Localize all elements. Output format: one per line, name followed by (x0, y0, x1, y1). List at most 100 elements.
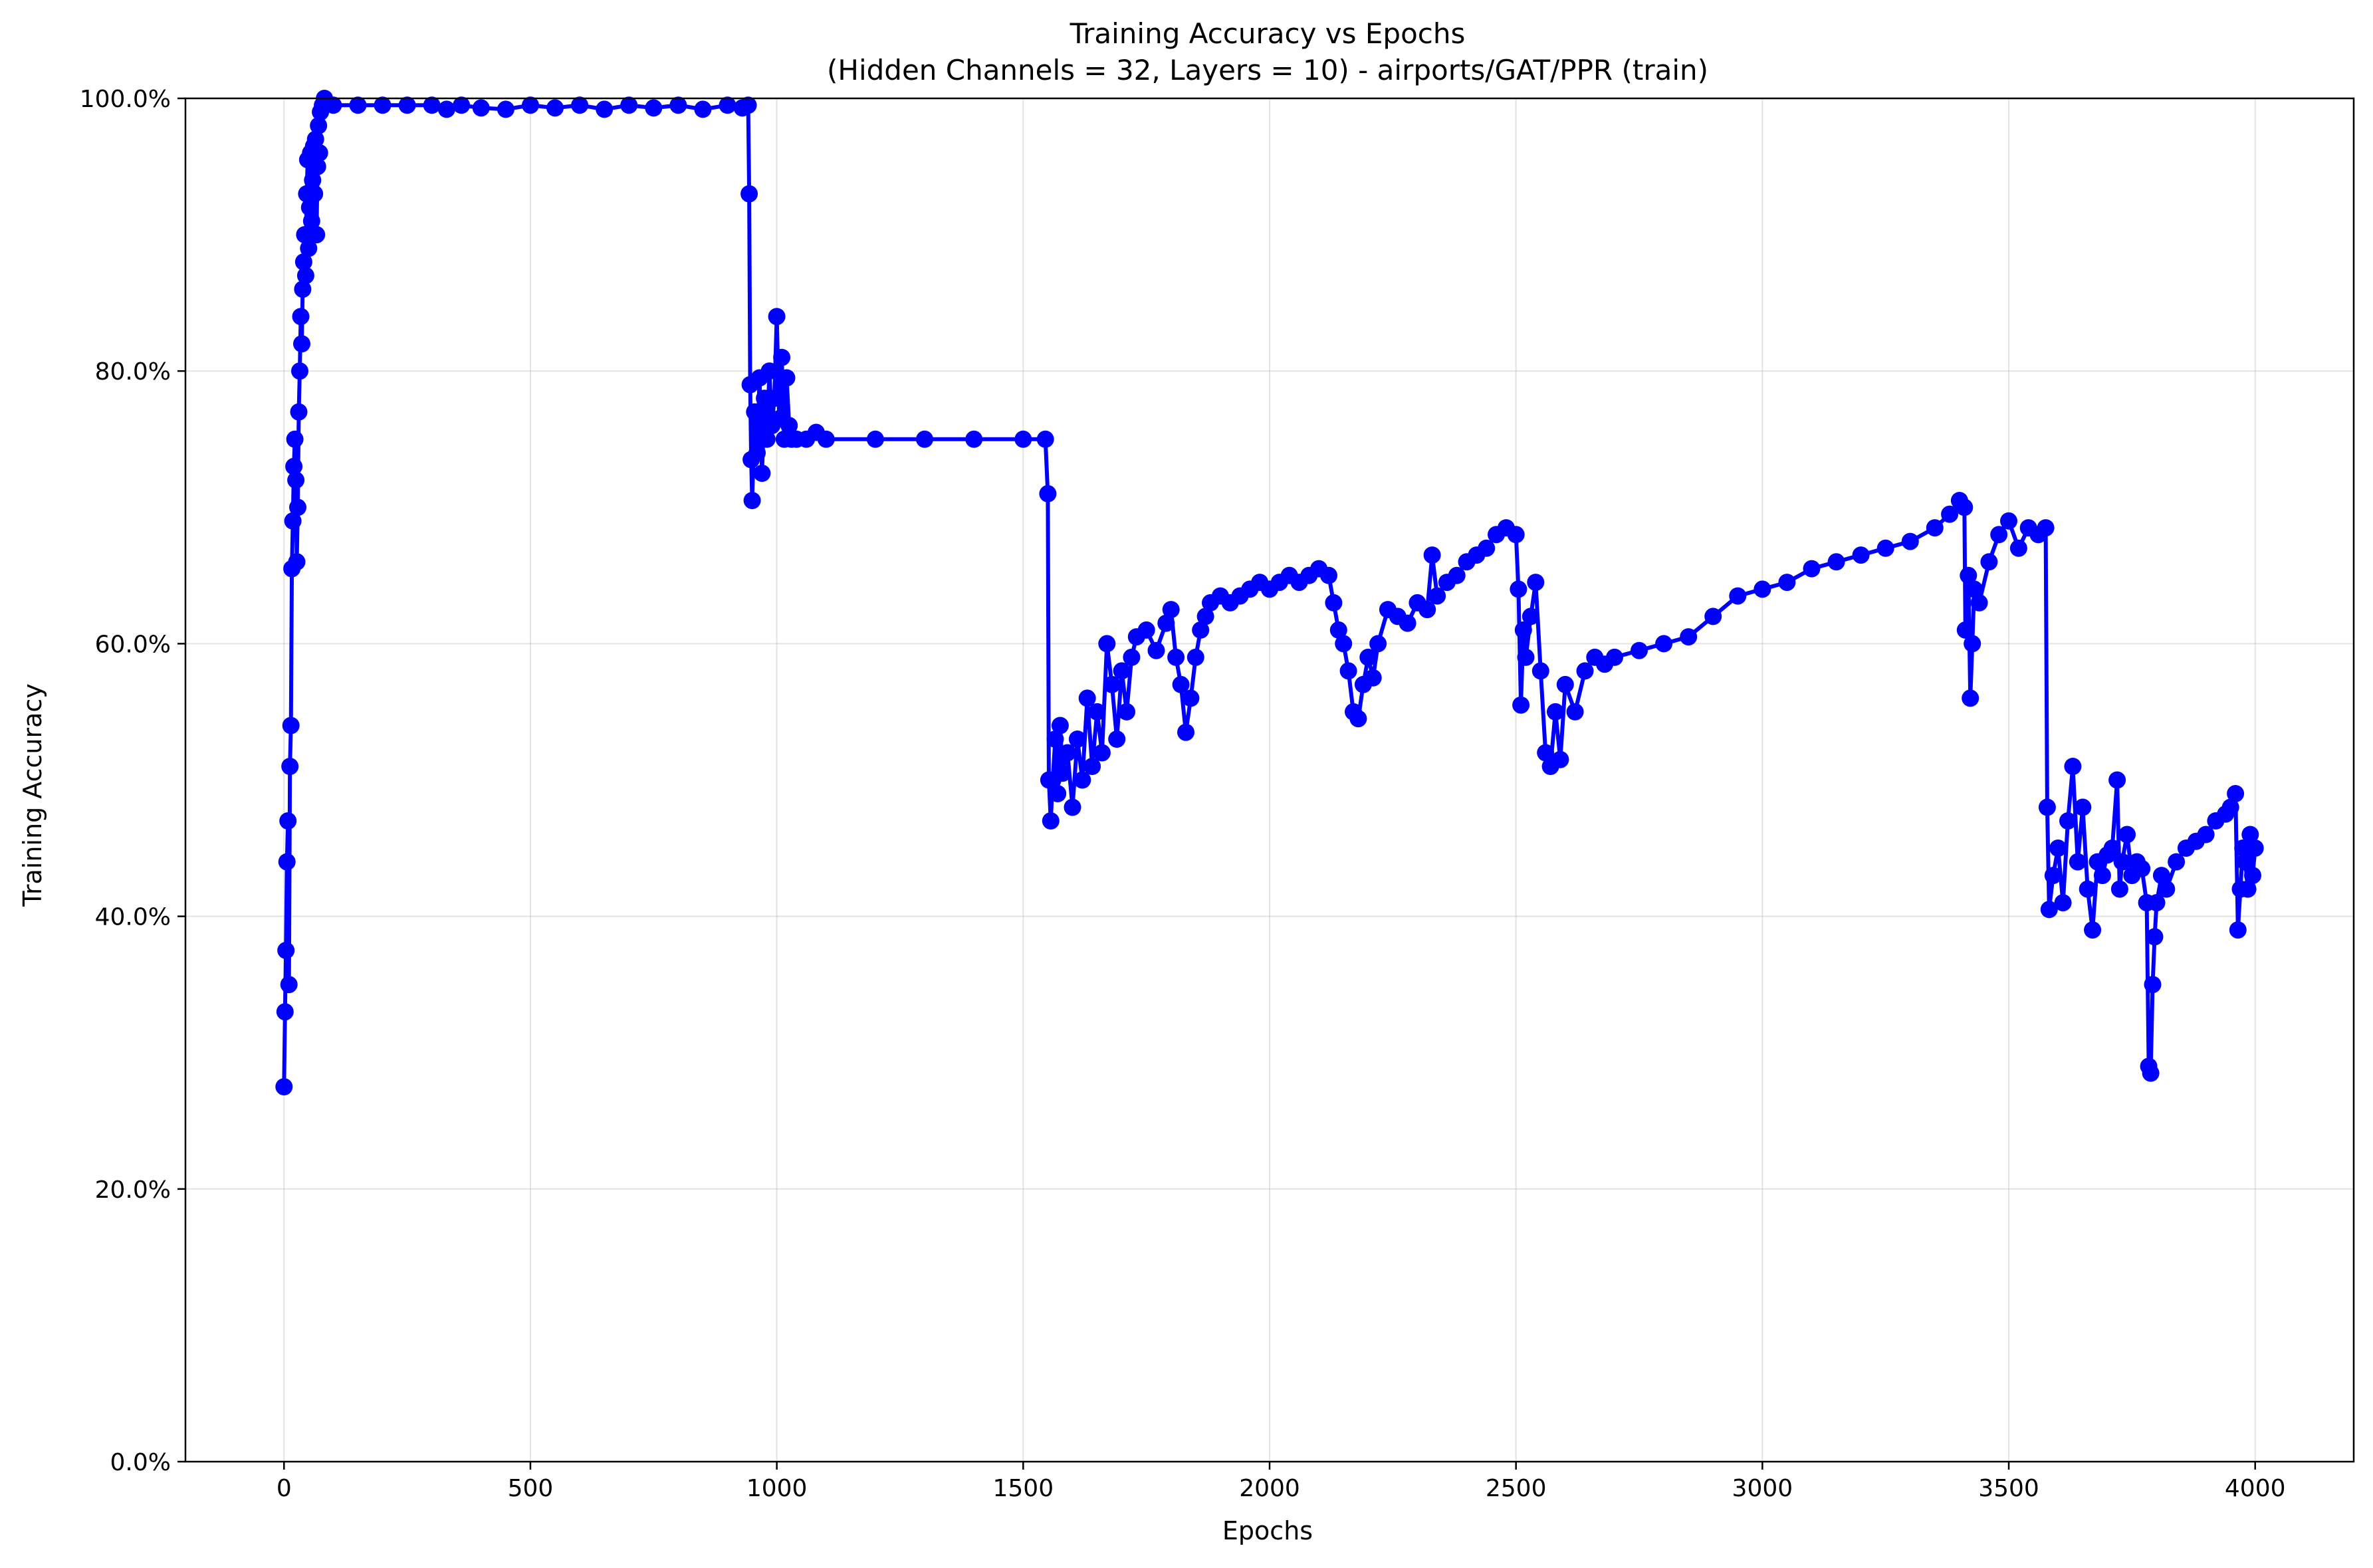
data-point (2234, 840, 2252, 857)
data-point (1531, 662, 1549, 680)
data-point (1335, 635, 1353, 653)
data-point (1423, 546, 1441, 564)
data-point (1359, 648, 1377, 666)
data-point (1172, 675, 1190, 693)
data-point (1517, 648, 1535, 666)
data-point (280, 976, 298, 994)
chart-title: Training Accuracy vs Epochs (1070, 17, 1466, 50)
data-point (1192, 621, 1210, 639)
data-point (2142, 1064, 2160, 1082)
data-point (398, 96, 416, 114)
y-tick-label: 0.0% (110, 1449, 171, 1476)
data-point (281, 758, 299, 775)
data-point (2227, 785, 2245, 802)
data-point (1137, 621, 1155, 639)
data-point (1177, 723, 1194, 741)
data-point (2054, 894, 2072, 912)
data-point (2044, 867, 2062, 885)
y-axis-label: Training Accuracy (18, 683, 47, 907)
data-point (1103, 675, 1121, 693)
data-point (1078, 689, 1096, 707)
data-point (2236, 853, 2254, 871)
data-point (780, 417, 798, 435)
data-point (1941, 505, 1959, 523)
data-point (1014, 430, 1032, 448)
data-point (1051, 717, 1069, 734)
data-point (2037, 519, 2055, 537)
data-point (291, 362, 308, 380)
y-tick-label: 40.0% (95, 904, 171, 931)
data-point (1901, 532, 1919, 550)
data-point (282, 717, 300, 734)
data-point (1827, 553, 1845, 571)
x-tick-label: 1500 (993, 1475, 1054, 1502)
data-point (2241, 826, 2259, 843)
data-point (1852, 546, 1870, 564)
data-point (1980, 553, 1998, 571)
data-point (1729, 587, 1747, 605)
data-point (293, 335, 310, 353)
data-point (1162, 601, 1180, 619)
axis-ticks: 0 500 1000 1500 2000 2500 3000 3500 4000 0.0% 20.0… (80, 86, 2286, 1502)
data-point (1962, 689, 1979, 707)
x-tick-label: 3000 (1732, 1475, 1793, 1502)
data-point (2229, 921, 2247, 939)
y-tick-label: 80.0% (95, 358, 171, 386)
data-point (620, 96, 638, 114)
data-point (349, 96, 367, 114)
data-point (1418, 601, 1436, 619)
data-point (2074, 798, 2092, 816)
data-point (746, 403, 764, 421)
data-point (1876, 539, 1894, 557)
data-point (285, 457, 303, 475)
data-point (596, 100, 614, 118)
data-point (1522, 608, 1539, 625)
data-point (719, 96, 736, 114)
data-point (1606, 648, 1623, 666)
data-point (1926, 519, 1944, 537)
data-point (1956, 499, 1974, 516)
data-point (1990, 526, 2008, 544)
data-point (1167, 648, 1185, 666)
data-point (1680, 628, 1698, 646)
data-point (1576, 662, 1594, 680)
data-point (1329, 621, 1347, 639)
data-point (453, 96, 471, 114)
data-point (1514, 621, 1532, 639)
data-point (2000, 512, 2017, 530)
data-point (2168, 853, 2186, 871)
data-point (2040, 901, 2058, 919)
x-tick-label: 2500 (1486, 1475, 1547, 1502)
data-point (1098, 635, 1116, 653)
data-point (278, 853, 296, 871)
data-point (1369, 635, 1387, 653)
x-tick-label: 500 (508, 1475, 554, 1502)
data-point (1186, 648, 1204, 666)
data-point (1753, 580, 1771, 598)
data-point (289, 499, 306, 516)
data-point (571, 96, 589, 114)
data-point (1339, 662, 1357, 680)
data-point (1123, 648, 1141, 666)
data-point (1046, 730, 1064, 748)
data-point (1093, 744, 1111, 762)
data-point (294, 253, 312, 271)
data-point (817, 430, 835, 448)
data-point (1803, 560, 1821, 578)
data-point (2221, 798, 2239, 816)
data-point (1970, 594, 1988, 612)
data-point (1778, 574, 1796, 592)
data-point (300, 199, 318, 217)
data-point (2158, 880, 2176, 898)
data-point (1566, 703, 1584, 721)
data-point (288, 553, 306, 571)
data-point (2152, 867, 2170, 885)
data-point (773, 348, 791, 366)
data-point (296, 226, 314, 244)
data-point (1118, 703, 1135, 721)
data-point (2239, 880, 2257, 898)
data-point (302, 212, 320, 230)
data-point (739, 96, 757, 114)
data-point (1966, 580, 1983, 598)
